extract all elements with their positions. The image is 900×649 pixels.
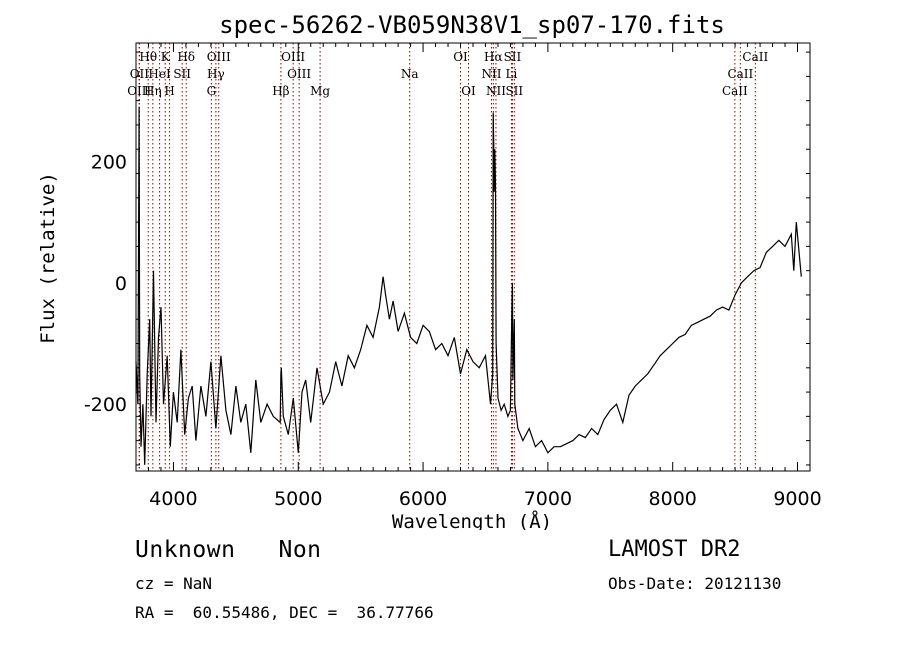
- chart-title: spec-56262-VB059N38V1_sp07-170.fits: [219, 11, 725, 39]
- line-label: Mg: [310, 84, 330, 98]
- spectrum-line: [135, 106, 802, 465]
- line-label: H: [164, 84, 174, 98]
- object-class: Unknown Non: [135, 537, 322, 563]
- y-tick-label: 0: [115, 273, 127, 295]
- line-label: Hδ: [177, 50, 195, 64]
- line-label: Hθ: [139, 50, 157, 64]
- line-label: CaII: [742, 50, 768, 64]
- y-axis-label: Flux (relative): [37, 172, 59, 344]
- x-tick-label: 6000: [399, 488, 447, 510]
- line-label: NII: [486, 84, 506, 98]
- x-tick-label: 4000: [149, 488, 197, 510]
- redshift-cz: cz = NaN: [135, 574, 213, 593]
- spectrum-plot: spec-56262-VB059N38V1_sp07-170.fits Hθ K H…: [37, 11, 822, 530]
- line-label: Hη: [144, 84, 162, 98]
- spectral-line-markers: [138, 43, 756, 471]
- line-label: NII: [481, 67, 501, 81]
- y-tick-label: -200: [84, 394, 127, 416]
- line-label: SII: [504, 50, 522, 64]
- line-label: HeI: [148, 67, 171, 81]
- line-label: Hα: [484, 50, 503, 64]
- line-label: Hγ: [207, 67, 225, 81]
- x-axis-label: Wavelength (Å): [392, 510, 552, 530]
- obs-date: Obs-Date: 20121130: [608, 574, 782, 593]
- line-label: OIII: [207, 50, 231, 64]
- line-label: K: [161, 50, 171, 64]
- line-label: CaII: [722, 84, 748, 98]
- survey-name: LAMOST DR2: [608, 537, 741, 562]
- y-axis: -200 0 200: [84, 51, 810, 466]
- x-tick-label: 9000: [773, 488, 821, 510]
- line-label: OII: [130, 67, 150, 81]
- line-label: G: [207, 84, 217, 98]
- line-label: SII: [173, 67, 191, 81]
- plot-frame: [135, 42, 811, 472]
- line-label: Na: [401, 67, 419, 81]
- line-label: Hβ: [272, 84, 289, 98]
- line-label: OI: [461, 84, 476, 98]
- x-axis: 4000 5000 6000 7000 8000 9000: [135, 43, 822, 510]
- y-tick-label: 200: [91, 151, 127, 173]
- x-tick-label: 7000: [524, 488, 572, 510]
- line-label: SII: [505, 84, 523, 98]
- line-label: Li: [506, 67, 518, 81]
- line-label: OIII: [287, 67, 311, 81]
- x-tick-label: 8000: [649, 488, 697, 510]
- line-label: CaII: [727, 67, 753, 81]
- line-label: OI: [453, 50, 468, 64]
- line-label: OIII: [127, 84, 151, 98]
- line-label: OIII: [281, 50, 305, 64]
- x-tick-label: 5000: [274, 488, 322, 510]
- ra-dec: RA = 60.55486, DEC = 36.77766: [135, 603, 434, 622]
